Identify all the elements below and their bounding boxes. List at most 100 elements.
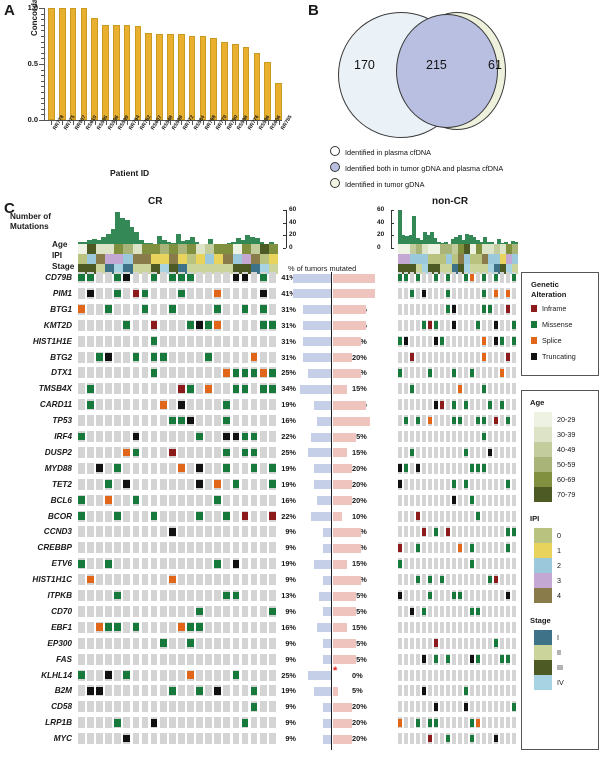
oncoprint-cell xyxy=(168,478,176,490)
oncoprint-alteration xyxy=(132,448,140,457)
oncoprint-cell xyxy=(446,542,451,554)
oncoprint-cell xyxy=(398,510,403,522)
oncoprint-cell xyxy=(159,621,167,633)
oncoprint-cell xyxy=(512,733,517,745)
oncoprint-cell xyxy=(506,431,511,442)
annotation-cell xyxy=(458,264,465,274)
oncoprint-cell xyxy=(458,685,463,697)
gene-label: B2M xyxy=(54,686,72,696)
venn-legend-item: Identified both in tumor gDNA and plasma… xyxy=(330,162,503,173)
panel-a-ytick: 1.0 xyxy=(27,3,38,12)
oncoprint-cell xyxy=(132,478,140,490)
oncoprint-cell xyxy=(105,701,112,713)
oncoprint-cell xyxy=(141,446,149,458)
oncoprint-alteration xyxy=(187,639,194,648)
annotation-cell xyxy=(241,264,252,274)
oncoprint-cell xyxy=(416,621,421,633)
pct-value-cr: 41% xyxy=(281,288,296,298)
mutation-bar xyxy=(208,238,214,248)
oncoprint-cell xyxy=(506,701,511,713)
mutation-bar xyxy=(475,239,480,248)
panel-a-xtick-mark xyxy=(137,121,139,125)
oncoprint-cell xyxy=(446,621,451,633)
oncoprint-cell xyxy=(168,653,176,665)
oncoprint-cell xyxy=(241,415,249,427)
panel-a-xtick-mark xyxy=(105,121,107,125)
oncoprint-cell xyxy=(476,558,481,570)
oncoprint-cell xyxy=(141,367,149,379)
oncoprint-cell xyxy=(87,526,94,538)
oncoprint-cell xyxy=(482,669,487,681)
oncoprint-cell xyxy=(232,415,240,427)
oncoprint-cell xyxy=(159,685,167,697)
oncoprint-alteration xyxy=(470,496,475,504)
oncoprint-cell xyxy=(458,478,463,490)
annotation-cell xyxy=(259,244,270,254)
oncoprint-alteration xyxy=(196,607,203,616)
annotation-cell xyxy=(440,254,447,264)
oncoprint-alteration xyxy=(470,543,475,552)
oncoprint-cell xyxy=(494,431,499,442)
oncoprint-cell xyxy=(268,701,276,713)
pct-value-cr: 31% xyxy=(281,320,296,330)
oncoprint-cell xyxy=(494,669,499,681)
annotation-cell xyxy=(446,264,453,274)
oncoprint-alteration xyxy=(187,623,194,632)
oncoprint-alteration xyxy=(404,416,409,425)
oncoprint-cell xyxy=(440,733,445,745)
oncoprint-cell xyxy=(205,510,212,522)
mutation-bar xyxy=(245,234,251,248)
oncoprint-cell xyxy=(150,383,158,395)
oncoprint-cell xyxy=(168,717,176,729)
panel-a-ytick-mark xyxy=(39,120,44,122)
oncoprint-cell xyxy=(488,685,493,697)
mutation-axis-tick xyxy=(283,222,286,224)
oncoprint-cell xyxy=(440,446,445,458)
oncoprint-cell xyxy=(141,351,149,363)
oncoprint-alteration xyxy=(223,591,231,600)
annotation-cell xyxy=(452,264,459,274)
annotation-cell xyxy=(187,244,197,254)
oncoprint-cell xyxy=(428,494,433,506)
oncoprint-cell xyxy=(196,669,203,681)
oncoprint-cell xyxy=(141,431,149,442)
gene-label: TET2 xyxy=(51,479,72,489)
oncoprint-cell xyxy=(105,637,112,649)
oncoprint-cell xyxy=(96,733,103,745)
oncoprint-alteration xyxy=(506,480,511,489)
oncoprint-cell xyxy=(500,637,505,649)
panel-a-minor-tick xyxy=(41,75,44,77)
pct-value-cr: 25% xyxy=(281,368,296,378)
oncoprint-cell xyxy=(452,446,457,458)
label-number-of-mutations-1: Number of xyxy=(10,212,51,221)
oncoprint-cell xyxy=(488,590,493,601)
oncoprint-cell xyxy=(434,621,439,633)
oncoprint-alteration xyxy=(268,512,276,520)
pct-bar-cr xyxy=(323,655,332,665)
oncoprint-cell xyxy=(205,431,212,442)
pct-bar-noncr xyxy=(332,702,352,712)
annotation-cell xyxy=(123,264,133,274)
legend-alteration-swatch xyxy=(531,305,537,312)
oncoprint-cell xyxy=(250,303,258,315)
oncoprint-cell xyxy=(494,510,499,522)
oncoprint-cell xyxy=(96,558,103,570)
oncoprint-cell xyxy=(434,287,439,299)
oncoprint-cell xyxy=(500,446,505,458)
oncoprint-cell xyxy=(141,733,149,745)
oncoprint-cell xyxy=(410,590,415,601)
oncoprint-cell xyxy=(470,526,475,538)
oncoprint-cell xyxy=(506,510,511,522)
oncoprint-cell xyxy=(168,462,176,474)
oncoprint-alteration xyxy=(259,384,267,393)
oncoprint-cell xyxy=(205,287,212,299)
oncoprint-alteration xyxy=(78,559,85,568)
oncoprint-cell xyxy=(187,733,194,745)
oncoprint-cell xyxy=(141,717,149,729)
oncoprint-cell xyxy=(482,717,487,729)
legend-alteration-label: Truncating xyxy=(542,352,576,361)
oncoprint-cell xyxy=(105,605,112,617)
gene-label: MYD88 xyxy=(44,463,72,473)
oncoprint-cell xyxy=(205,542,212,554)
annotation-cell xyxy=(178,244,188,254)
